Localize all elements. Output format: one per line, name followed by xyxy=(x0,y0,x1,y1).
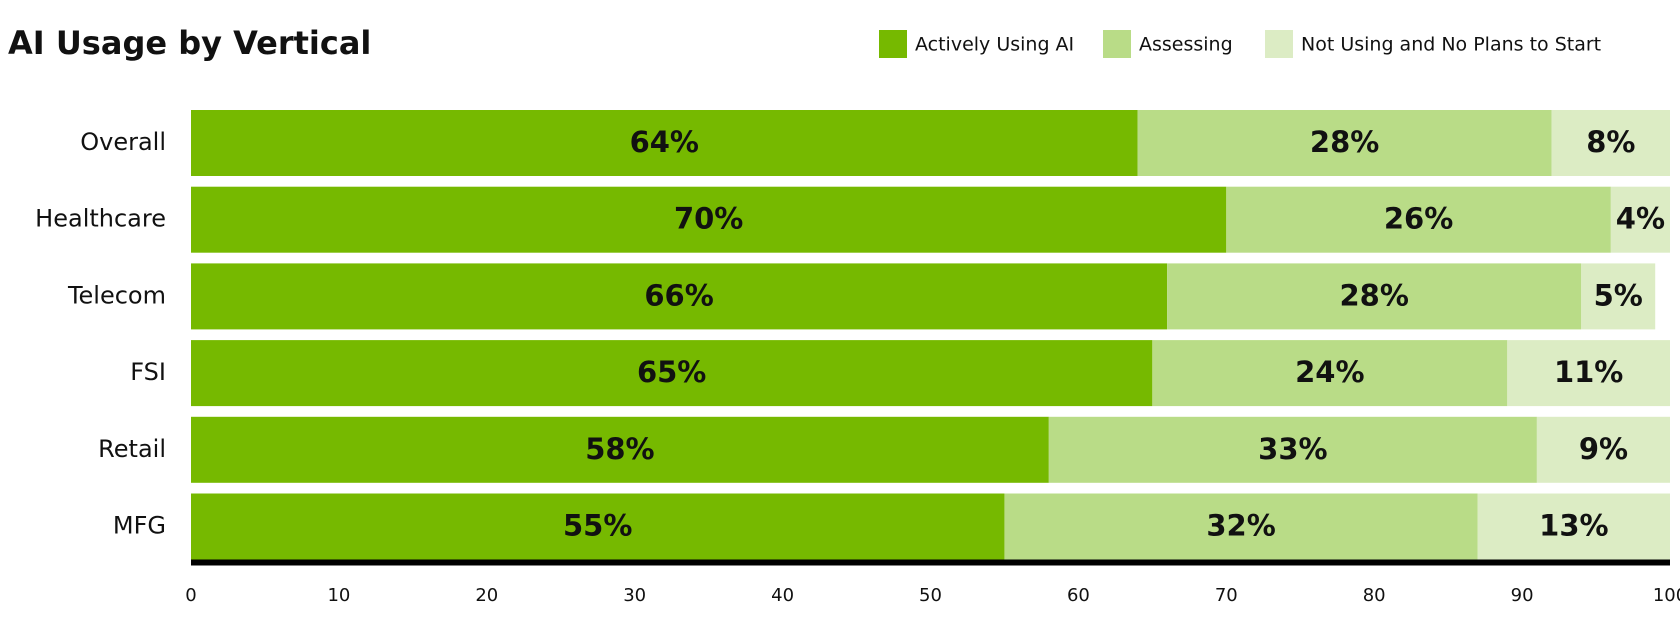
data-label: 28% xyxy=(1339,278,1408,312)
y-tick-label: Retail xyxy=(98,435,166,463)
x-tick-label: 50 xyxy=(919,585,942,606)
x-tick-label: 30 xyxy=(623,585,646,606)
bar-segment xyxy=(1507,340,1670,407)
data-label: 58% xyxy=(585,432,654,466)
x-tick-label: 70 xyxy=(1215,585,1238,606)
data-label: 64% xyxy=(630,125,699,159)
bar-segment xyxy=(1477,493,1670,560)
bar-segment xyxy=(1610,186,1670,253)
x-tick-label: 40 xyxy=(771,585,794,606)
y-tick-label: FSI xyxy=(130,358,166,386)
chart-title: AI Usage by Vertical xyxy=(8,24,371,62)
data-label: 33% xyxy=(1258,432,1327,466)
bar-segment xyxy=(1137,110,1552,176)
y-tick-label: Overall xyxy=(80,128,166,156)
legend-label: Assessing xyxy=(1139,34,1233,56)
data-label: 4% xyxy=(1616,202,1665,236)
data-label: 70% xyxy=(674,202,743,236)
bar-segment xyxy=(191,416,1049,483)
bar-segment xyxy=(1048,416,1537,483)
bar-segment xyxy=(1152,340,1508,407)
y-tick-label: MFG xyxy=(113,512,166,540)
x-tick-label: 100 xyxy=(1653,585,1680,606)
bar-segment xyxy=(1581,263,1656,330)
y-tick-label: Healthcare xyxy=(35,205,166,233)
legend-swatch xyxy=(1265,30,1293,58)
bar-segment xyxy=(1536,416,1670,483)
y-tick-label: Telecom xyxy=(67,281,166,309)
data-label: 5% xyxy=(1594,278,1643,312)
data-label: 24% xyxy=(1295,355,1364,389)
bar-segment xyxy=(191,340,1153,407)
legend-label: Not Using and No Plans to Start xyxy=(1301,34,1601,56)
data-label: 65% xyxy=(637,355,706,389)
x-tick-label: 80 xyxy=(1363,585,1386,606)
legend-swatch xyxy=(1103,30,1131,58)
bar-segment xyxy=(191,263,1168,330)
x-tick-label: 20 xyxy=(475,585,498,606)
x-tick-label: 90 xyxy=(1511,585,1534,606)
data-label: 55% xyxy=(563,509,632,543)
bar-segment xyxy=(1167,263,1582,330)
legend-swatch xyxy=(879,30,907,58)
bar-segment xyxy=(1551,110,1670,176)
bar-segment xyxy=(191,186,1227,253)
legend-label: Actively Using AI xyxy=(915,34,1074,56)
bar-segment xyxy=(191,493,1005,560)
data-label: 9% xyxy=(1579,432,1628,466)
x-tick-label: 10 xyxy=(327,585,350,606)
data-label: 8% xyxy=(1586,125,1635,159)
bar-segment xyxy=(1004,493,1478,560)
data-label: 32% xyxy=(1206,509,1275,543)
data-label: 28% xyxy=(1310,125,1379,159)
data-label: 13% xyxy=(1539,509,1608,543)
x-tick-label: 0 xyxy=(185,585,196,606)
data-label: 66% xyxy=(644,278,713,312)
bar-segment xyxy=(191,110,1138,176)
data-label: 11% xyxy=(1554,355,1623,389)
data-label: 26% xyxy=(1384,202,1453,236)
x-tick-label: 60 xyxy=(1067,585,1090,606)
bar-segment xyxy=(1226,186,1611,253)
